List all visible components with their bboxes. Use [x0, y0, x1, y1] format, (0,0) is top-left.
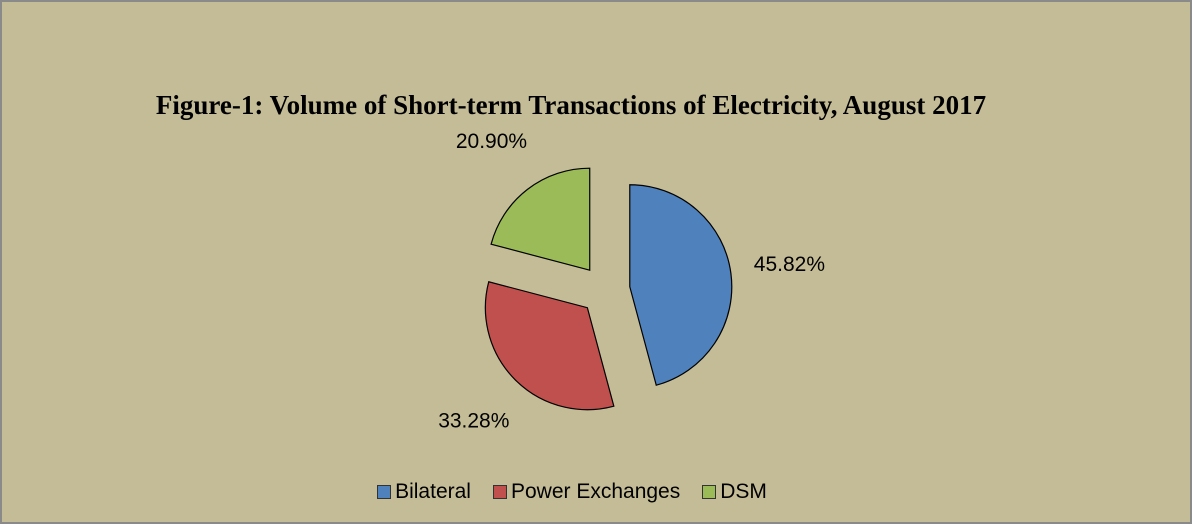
legend-item: Bilateral	[377, 480, 471, 504]
pie-slice	[484, 281, 615, 411]
legend: Bilateral Power Exchanges DSM	[2, 480, 1142, 504]
legend-swatch	[702, 485, 717, 499]
legend-label: DSM	[720, 480, 767, 503]
pie-slice	[490, 167, 591, 271]
legend-item: Power Exchanges	[492, 480, 681, 504]
legend-swatch	[492, 485, 507, 499]
legend-swatch	[377, 485, 392, 499]
data-label: 33.28%	[438, 409, 509, 432]
chart-title: Figure-1: Volume of Short-term Transacti…	[155, 90, 987, 120]
legend-item: DSM	[702, 480, 767, 504]
data-label: 20.90%	[456, 130, 527, 153]
pie-slice	[629, 184, 733, 386]
legend-label: Bilateral	[395, 480, 471, 503]
data-label: 45.82%	[754, 253, 825, 276]
legend-label: Power Exchanges	[510, 480, 681, 503]
